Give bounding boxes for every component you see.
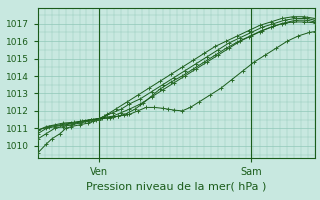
X-axis label: Pression niveau de la mer( hPa ): Pression niveau de la mer( hPa ): [86, 181, 267, 191]
